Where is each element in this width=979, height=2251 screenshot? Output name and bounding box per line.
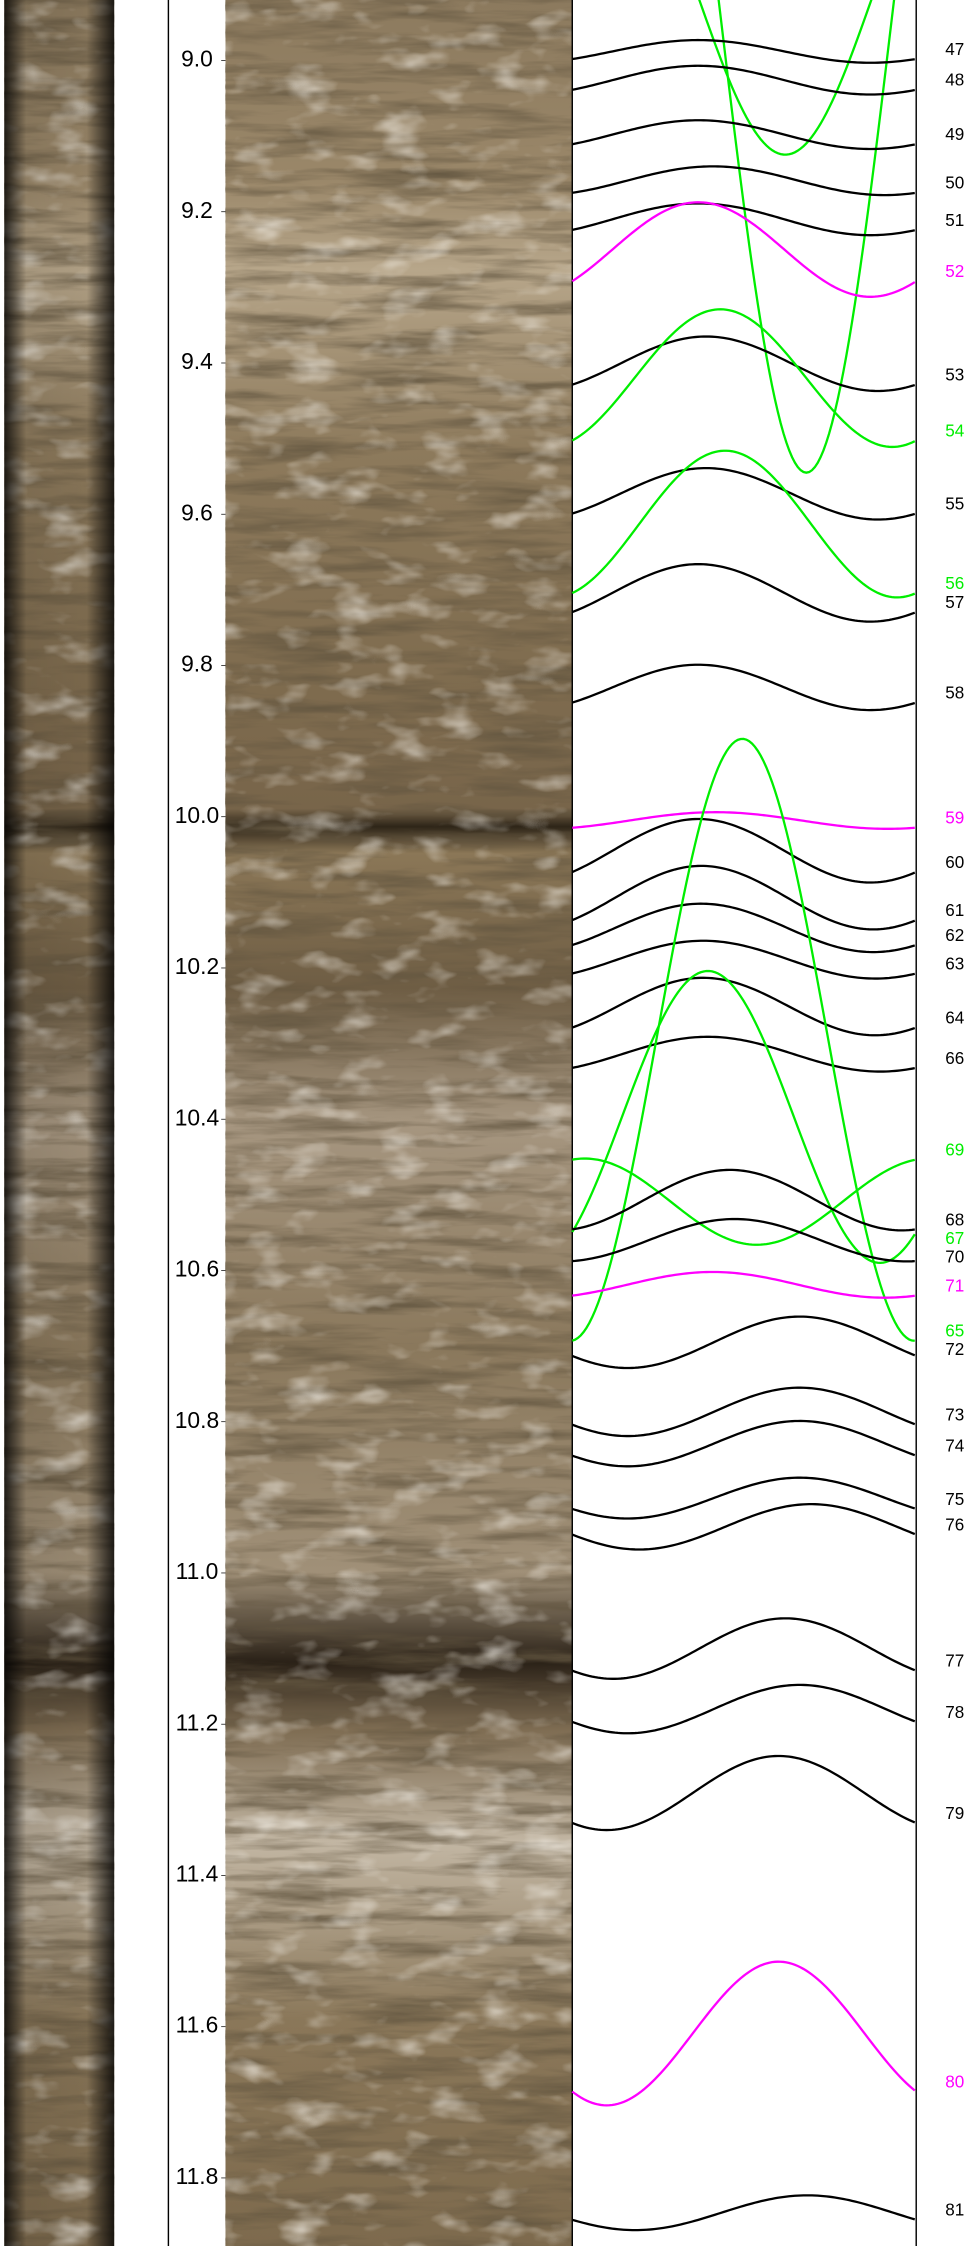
- sinusoid: [571, 864, 916, 931]
- y-tick-label: 10.0: [175, 802, 219, 828]
- sinusoid: [572, 1157, 916, 1246]
- sinusoid: [571, 449, 916, 599]
- sinusoid-label: 66: [945, 1048, 964, 1068]
- sinusoid: [571, 1754, 916, 1832]
- sinusoid-label: 56: [945, 573, 964, 593]
- sinusoid-label: 57: [945, 592, 964, 612]
- sinusoid-label: 71: [945, 1276, 964, 1296]
- sinusoid-label: 81: [945, 2200, 964, 2220]
- sinusoid-label: 55: [945, 493, 964, 513]
- y-tick-label: 10.6: [175, 1255, 219, 1281]
- sinusoid: [571, 902, 916, 954]
- sinusoid-label: 47: [945, 39, 964, 59]
- sinusoid-label: 50: [945, 173, 964, 193]
- y-tick-label: 10.4: [175, 1104, 220, 1130]
- sinusoid-label: 77: [945, 1651, 964, 1671]
- y-tick-label: 10.2: [175, 953, 219, 979]
- sinusoid: [572, 939, 916, 980]
- y-tick-label: 10.8: [175, 1407, 219, 1433]
- sinusoid-label: 79: [945, 1803, 964, 1823]
- y-tick-label: 11.4: [176, 1860, 219, 1886]
- sinusoid-label: 48: [945, 70, 964, 90]
- y-tick-label: 9.4: [181, 348, 213, 374]
- sinusoid: [698, 0, 873, 156]
- sinusoid: [571, 737, 915, 1342]
- sinusoid-label: 67: [945, 1228, 964, 1248]
- sinusoid: [572, 64, 915, 96]
- sinusoid: [571, 1617, 916, 1680]
- sinusoid-label: 52: [945, 261, 964, 281]
- sinusoid: [572, 1270, 915, 1299]
- y-tick-label: 11.6: [176, 2012, 219, 2038]
- core-image-unrolled: [4, 0, 115, 2246]
- y-tick-label: 9.8: [181, 651, 213, 677]
- sinusoid-label: 76: [945, 1515, 964, 1535]
- sinusoid: [572, 119, 915, 151]
- sinusoid: [571, 1386, 916, 1438]
- sinusoid: [572, 1217, 915, 1263]
- y-tick-label: 11.2: [176, 1709, 219, 1735]
- sinusoid-label: 80: [945, 2072, 964, 2092]
- sinusoid: [572, 811, 915, 830]
- sinusoid-label: 60: [945, 852, 964, 872]
- sinusoid: [571, 1683, 916, 1735]
- sinusoid: [571, 335, 916, 393]
- sinusoid-label: 63: [945, 953, 964, 973]
- sinusoid: [571, 1315, 916, 1370]
- y-tick-label: 11.8: [176, 2163, 219, 2189]
- sinusoid: [571, 201, 916, 298]
- sinusoid: [571, 466, 916, 521]
- sinusoid: [571, 1960, 916, 2107]
- sinusoid: [571, 2194, 916, 2232]
- sinusoid: [571, 817, 916, 884]
- sinusoid-label: 74: [945, 1436, 964, 1456]
- sinusoid: [571, 1476, 916, 1520]
- sinusoid-label: 78: [945, 1702, 964, 1722]
- sinusoid-label: 64: [945, 1007, 964, 1027]
- y-tick-label: 11.0: [176, 1558, 219, 1584]
- sinusoid-label: 75: [945, 1489, 964, 1509]
- sinusoid: [571, 1503, 916, 1551]
- sinusoid: [571, 1419, 916, 1468]
- sinusoid: [717, 0, 896, 474]
- y-tick-label: 9.6: [181, 499, 213, 525]
- sinusoid: [572, 38, 915, 64]
- y-tick-label: 9.0: [181, 46, 213, 72]
- sinusoid: [571, 969, 916, 1265]
- y-tick-label: 9.2: [181, 197, 213, 223]
- sinusoid: [571, 976, 916, 1037]
- sinusoid: [571, 308, 916, 449]
- sinusoid-label: 53: [945, 365, 964, 385]
- sinusoid: [572, 202, 916, 237]
- sinusoid-label: 59: [945, 808, 964, 828]
- sinusoid-label: 51: [945, 210, 964, 230]
- sinusoid: [572, 165, 915, 197]
- sinusoid-label: 58: [945, 683, 964, 703]
- sinusoid: [572, 1035, 915, 1073]
- sinusoid-label: 72: [945, 1339, 964, 1359]
- sinusoid-label: 65: [945, 1321, 964, 1341]
- sinusoid-label: 70: [945, 1247, 964, 1267]
- sinusoid-label: 62: [945, 925, 964, 945]
- sinusoid-label: 54: [945, 420, 964, 440]
- sinusoid: [571, 663, 916, 712]
- sinusoid-label: 61: [945, 900, 964, 920]
- sinusoid-label: 68: [945, 1209, 964, 1229]
- core-image: [225, 0, 573, 2246]
- sinusoid: [571, 563, 916, 623]
- sinusoid-label: 49: [945, 124, 964, 144]
- sinusoid-label: 73: [945, 1405, 964, 1425]
- sinusoid: [572, 1168, 915, 1232]
- sinusoid-label: 69: [945, 1140, 964, 1160]
